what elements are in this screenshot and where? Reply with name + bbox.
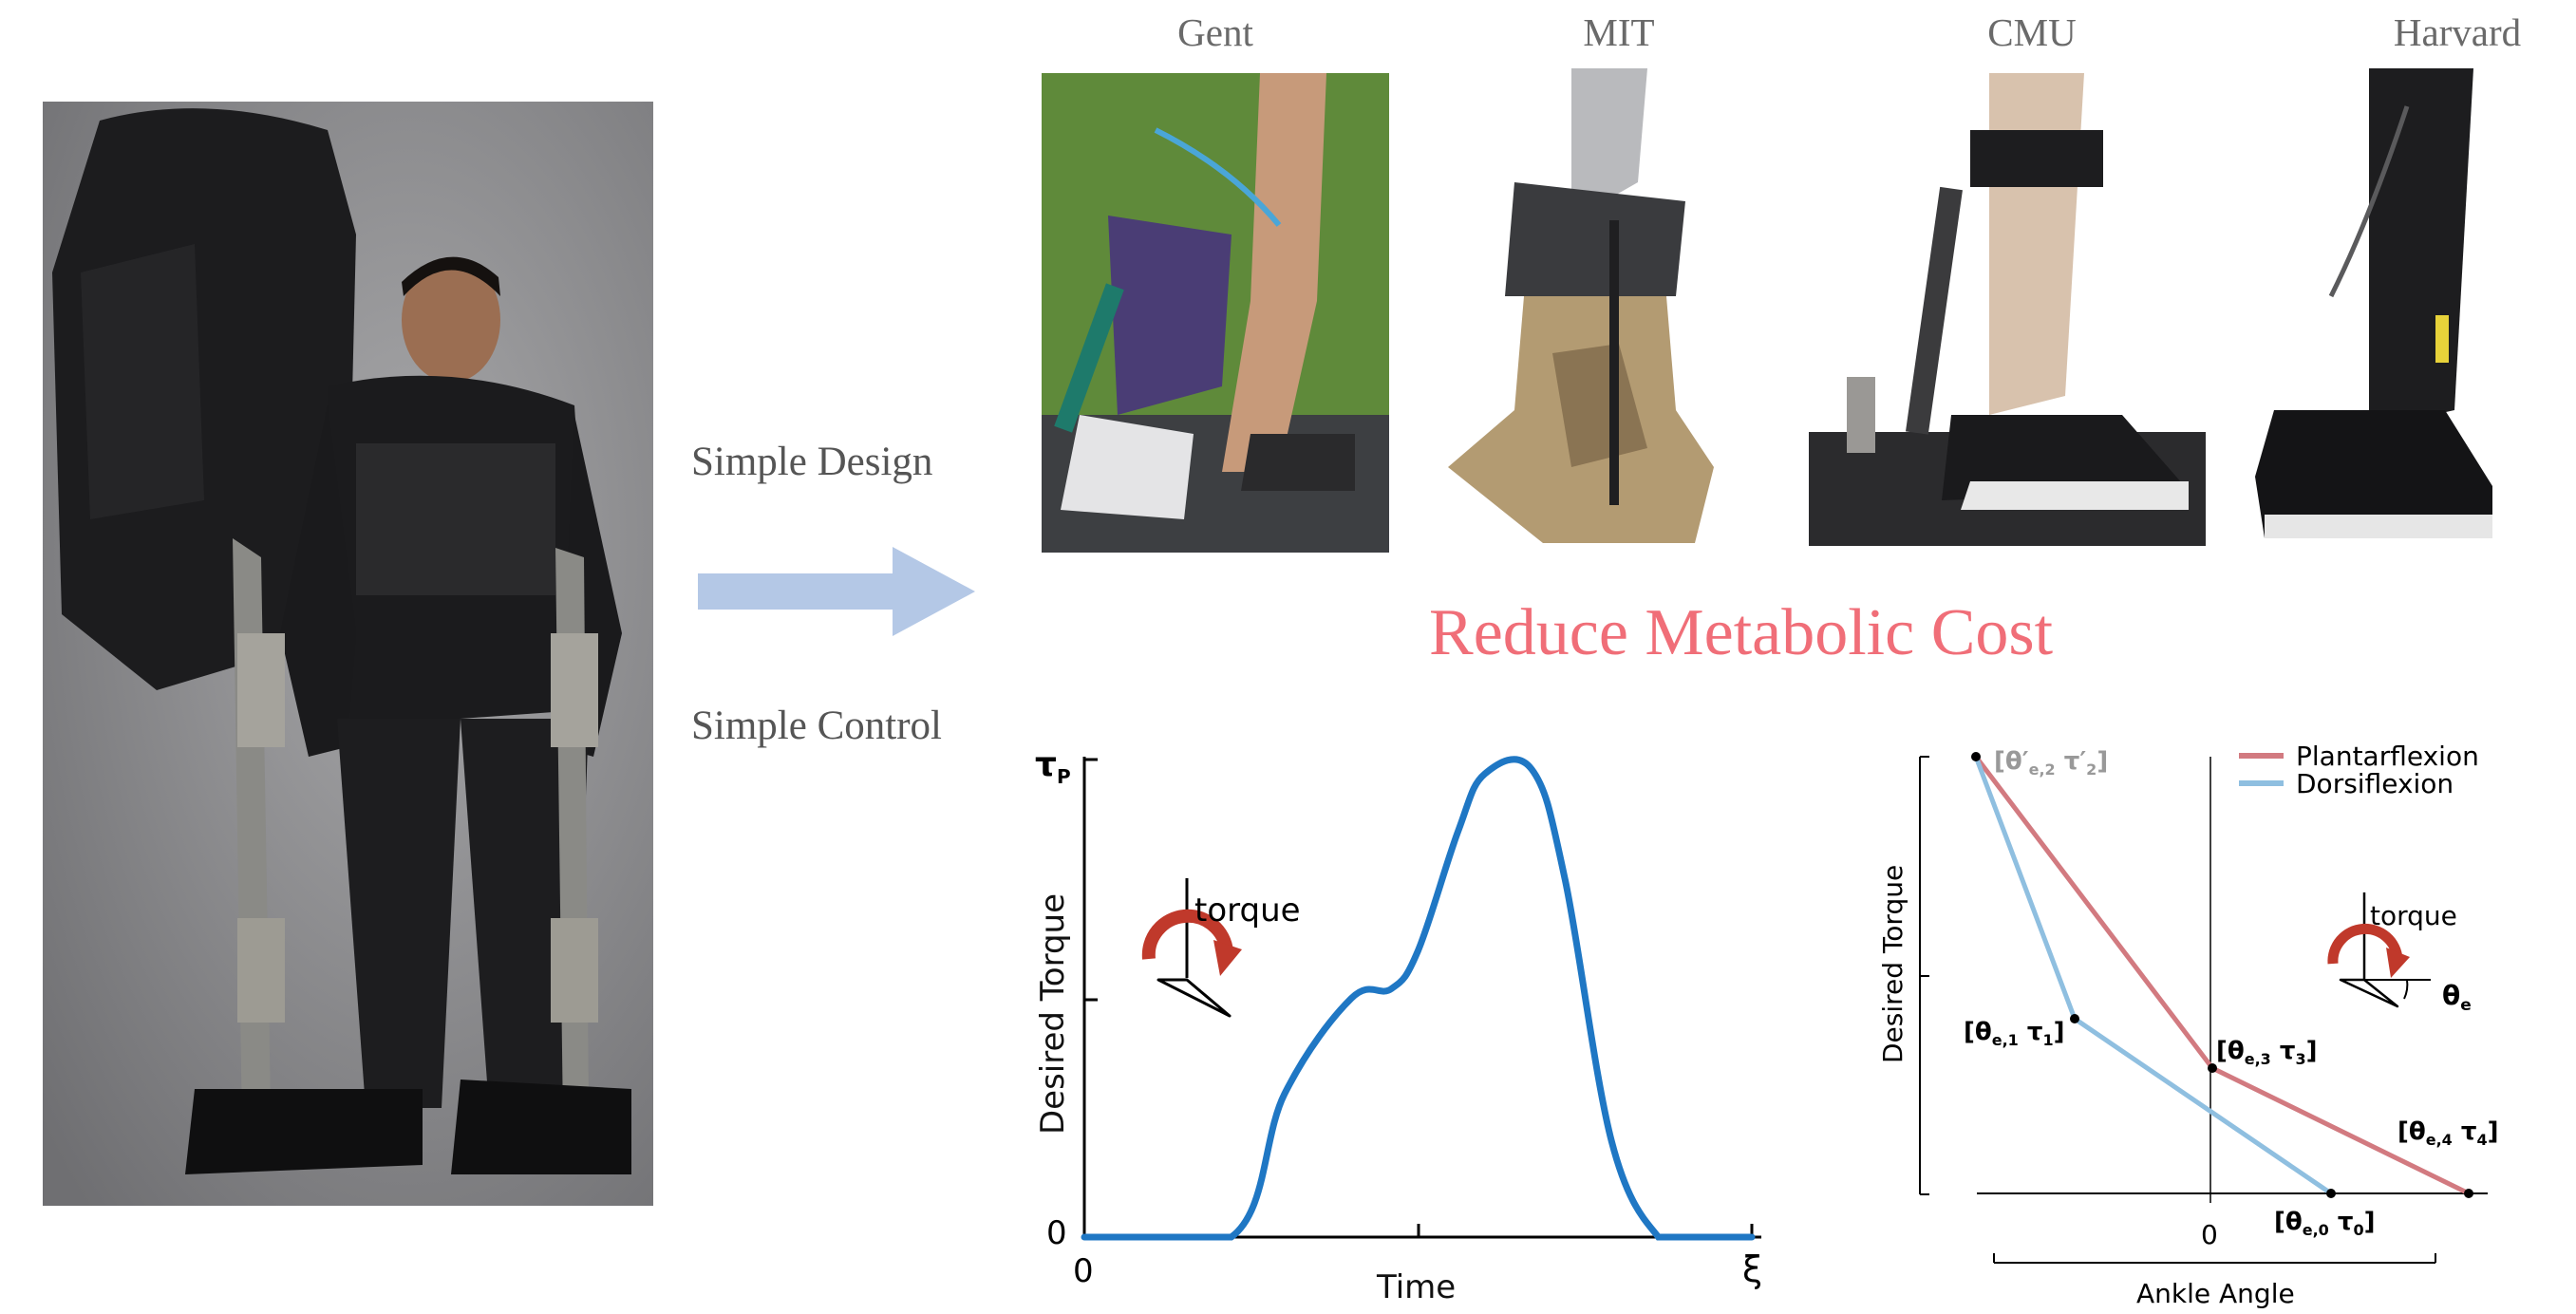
institution-label-harvard: Harvard xyxy=(2393,10,2522,54)
point-p4-label: [θe,4 τ4] xyxy=(2397,1117,2499,1149)
simple-design-label: Simple Design xyxy=(691,440,933,484)
point-p2-label: [θ′e,2 τ′2] xyxy=(1994,747,2108,779)
cmu-exoskeleton-photo xyxy=(1809,73,2206,546)
x-zero-label: 0 xyxy=(2201,1219,2218,1250)
right-arrow xyxy=(698,547,975,636)
torque-profile-curve xyxy=(1081,756,1756,1241)
gent-exoskeleton-photo xyxy=(1042,73,1389,553)
torque-icon-label: torque xyxy=(1194,892,1301,929)
institution-label-mit: MIT xyxy=(1583,10,1655,54)
x-axis-label: Time xyxy=(1376,1268,1456,1306)
headline-reduce-metabolic-cost: Reduce Metabolic Cost xyxy=(1429,596,2054,669)
x-axis-label: Ankle Angle xyxy=(2136,1278,2295,1309)
point-p0 xyxy=(2326,1189,2336,1198)
exoskeleton-soldier-photo xyxy=(43,102,653,1206)
torque-profile-chart: τP 0 0 ξ Time Desired Torque torque xyxy=(1034,745,1762,1306)
x-end-label: ξ xyxy=(1742,1248,1762,1290)
x-zero-label: 0 xyxy=(1073,1252,1094,1290)
institution-label-gent: Gent xyxy=(1177,10,1253,54)
point-p1 xyxy=(2070,1014,2079,1023)
legend: Plantarflexion Dorsiflexion xyxy=(2239,741,2479,799)
point-p3 xyxy=(2208,1063,2217,1073)
legend-plantarflexion: Plantarflexion xyxy=(2296,741,2479,772)
point-p0-label: [θe,0 τ0] xyxy=(2274,1208,2376,1239)
point-p4 xyxy=(2464,1189,2473,1198)
tau-p-label: τP xyxy=(1035,745,1071,788)
angle-torque-chart: 0 Ankle Angle Desired Torque [θ′e,2 τ′2]… xyxy=(1877,741,2499,1309)
torque-icon: torque θe xyxy=(2327,892,2472,1015)
y-axis-label: Desired Torque xyxy=(1877,865,1908,1063)
torque-icon: torque xyxy=(1141,878,1301,1018)
simple-control-label: Simple Control xyxy=(691,704,942,748)
theta-e-label: θe xyxy=(2442,980,2472,1015)
torque-icon-label: torque xyxy=(2370,900,2457,931)
y-axis-label: Desired Torque xyxy=(1034,893,1072,1135)
point-p3-label: [θe,3 τ3] xyxy=(2216,1037,2318,1068)
point-p1-label: [θe,1 τ1] xyxy=(1964,1018,2065,1049)
y-zero-label: 0 xyxy=(1046,1214,1067,1252)
institution-label-cmu: CMU xyxy=(1987,10,2077,54)
legend-dorsiflexion: Dorsiflexion xyxy=(2296,768,2454,799)
dorsiflexion-line xyxy=(1973,756,2333,1196)
point-p2 xyxy=(1971,752,1981,761)
plantarflexion-line xyxy=(1974,755,2471,1196)
mit-exoskeleton-photo xyxy=(1429,68,1714,548)
harvard-exoskeleton-photo xyxy=(2255,68,2502,538)
